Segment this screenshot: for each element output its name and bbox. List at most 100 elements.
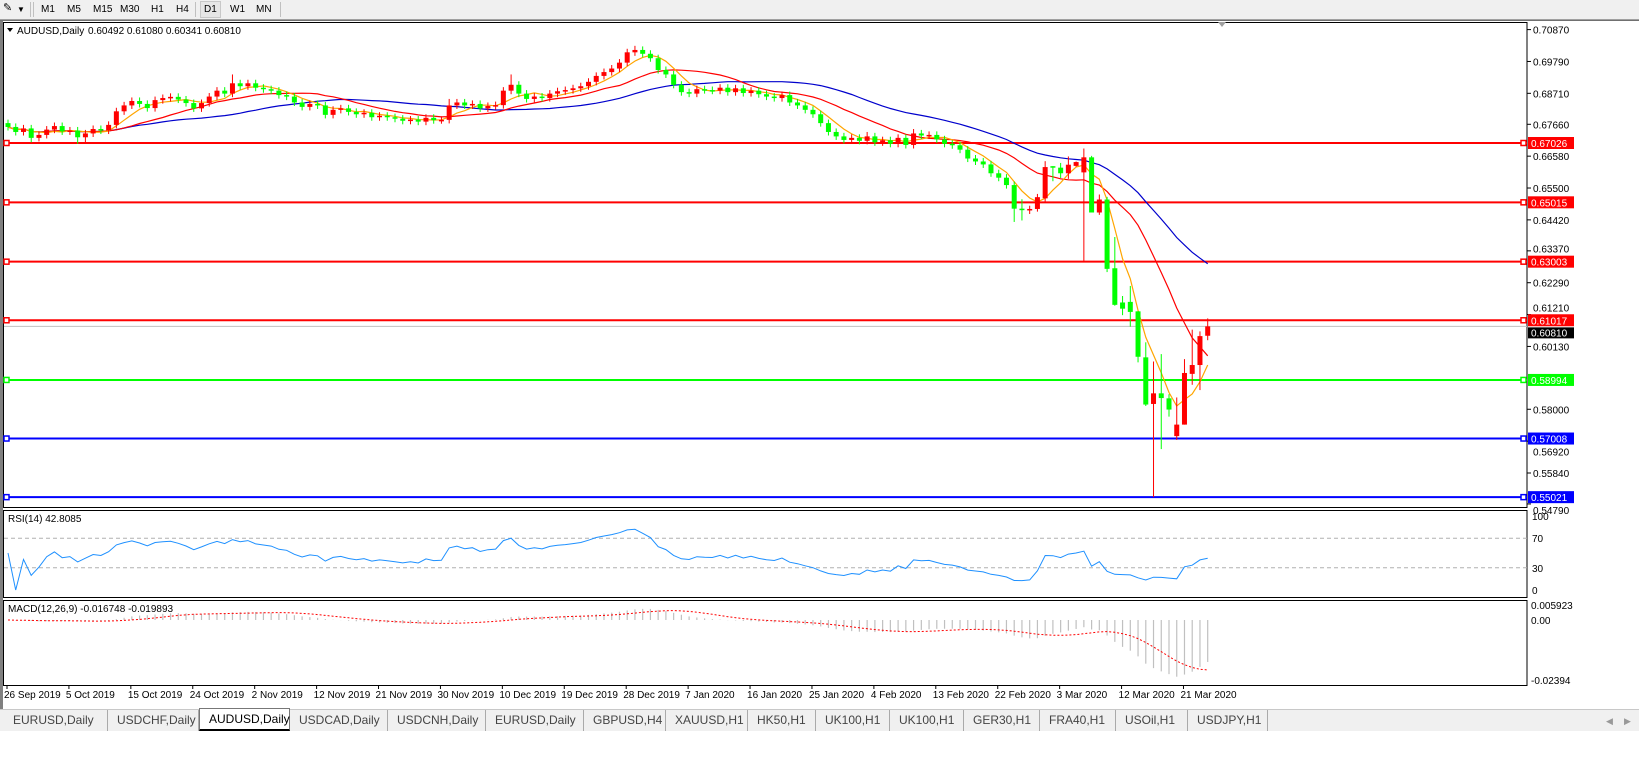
candle [67, 126, 73, 135]
candle [1081, 148, 1087, 261]
horizontal-line[interactable]: 0.61017 [3, 314, 1574, 327]
candle-body [431, 117, 437, 121]
current-price-label: 0.60810 [1531, 328, 1568, 339]
horizontal-line[interactable]: 0.65015 [3, 196, 1574, 209]
candle-body [477, 103, 483, 109]
candle [864, 131, 870, 145]
candle-body [493, 105, 499, 107]
drawing-tool-icon[interactable]: ✎ [3, 2, 13, 14]
candle-body [841, 136, 847, 140]
candle-body [524, 93, 530, 99]
candle [346, 104, 352, 116]
date-axis-label: 5 Oct 2019 [66, 690, 115, 701]
candle [330, 106, 336, 119]
price-tag [1528, 491, 1574, 504]
tab-usdcnh-daily[interactable]: USDCNH,Daily [388, 710, 486, 731]
candle [82, 129, 88, 144]
tab-eurusd-daily[interactable]: EURUSD,Daily [486, 710, 584, 731]
tab-uk100-h1[interactable]: UK100,H1 [890, 710, 964, 731]
candle-body [779, 95, 785, 99]
candle-body [1166, 398, 1172, 410]
candle-body [1174, 424, 1180, 437]
candle-body [1096, 199, 1102, 213]
timeframe-h4[interactable]: H4 [176, 4, 189, 15]
candle-body [361, 112, 367, 115]
tab-hk50-h1[interactable]: HK50,H1 [748, 710, 816, 731]
candle [284, 91, 290, 101]
tab-usdjpy-h1[interactable]: USDJPY,H1 [1188, 710, 1268, 731]
price-tag-label: 0.57008 [1531, 435, 1568, 446]
tab-ger30-h1[interactable]: GER30,H1 [964, 710, 1040, 731]
candle-body [1065, 164, 1071, 174]
candle-body [237, 83, 243, 87]
horizontal-line[interactable]: 0.67026 [3, 137, 1574, 150]
candle-body [740, 88, 746, 94]
chevron-down-icon[interactable]: ▼ [17, 5, 25, 14]
price-axis-label: 0.62290 [1533, 279, 1570, 290]
tab-gbpusd-h4[interactable]: GBPUSD,H4 [584, 710, 666, 731]
candle [20, 124, 26, 136]
rsi-axis-label: 100 [1532, 512, 1549, 523]
tab-xauusd-h1[interactable]: XAUUSD,H1 [666, 710, 748, 731]
tab-scroll-left-icon[interactable]: ◀ [1606, 716, 1613, 726]
price-axis-label: 0.64420 [1533, 216, 1570, 227]
candle-body [671, 74, 677, 85]
tab-usoil-h1[interactable]: USOil,H1 [1116, 710, 1188, 731]
rsi-pane-border [3, 510, 1528, 598]
candle [299, 98, 305, 111]
date-axis-label: 7 Jan 2020 [685, 690, 735, 701]
timeframe-m15[interactable]: M15 [93, 4, 113, 15]
candle [965, 146, 971, 163]
candle [268, 85, 274, 95]
candle-body [1205, 326, 1211, 336]
candle-body [462, 102, 468, 106]
candle-body [51, 126, 57, 130]
timeframe-m1[interactable]: M1 [41, 4, 55, 15]
candle [377, 112, 383, 121]
candle-body [678, 84, 684, 93]
candle [934, 131, 940, 143]
tab-usdcad-daily[interactable]: USDCAD,Daily [290, 710, 388, 731]
candle [98, 125, 104, 135]
price-axis-label: 0.60130 [1533, 342, 1570, 353]
candle [137, 97, 143, 108]
candle-body [191, 103, 197, 109]
timeframe-w1[interactable]: W1 [230, 4, 245, 15]
candle-body [392, 117, 398, 119]
candle [1073, 161, 1079, 167]
candle [51, 122, 57, 134]
horizontal-line[interactable]: 0.58994 [3, 373, 1574, 387]
tab-eurusd-daily[interactable]: EURUSD,Daily [4, 710, 108, 731]
timeframe-h1[interactable]: H1 [151, 4, 164, 15]
candle-body [291, 96, 297, 103]
tab-scroll-right-icon[interactable]: ▶ [1624, 716, 1631, 726]
candle [454, 98, 460, 109]
timeframe-m30[interactable]: M30 [120, 4, 140, 15]
chart-window[interactable]: 0.70870 0.69790 0.68710 0.67660 0.66580 0.655… [0, 0, 1639, 709]
candle-body [423, 117, 429, 122]
tab-uk100-h1[interactable]: UK100,H1 [816, 710, 890, 731]
timeframe-mn[interactable]: MN [256, 4, 272, 15]
price-axis-label: 0.69790 [1533, 57, 1570, 68]
candle [655, 54, 661, 74]
candle [771, 93, 777, 102]
date-axis-label: 10 Dec 2019 [499, 690, 556, 701]
candle [276, 87, 282, 99]
timeframe-d1[interactable]: D1 [200, 1, 221, 18]
line-anchor-handle [3, 317, 10, 324]
horizontal-line[interactable]: 0.55021 [3, 491, 1574, 504]
tab-usdchf-daily[interactable]: USDCHF,Daily [108, 710, 199, 731]
tab-audusd-daily[interactable]: AUDUSD,Daily [199, 708, 290, 731]
candle [493, 101, 499, 110]
candle [1127, 285, 1133, 327]
candle [1135, 311, 1141, 363]
horizontal-line[interactable]: 0.57008 [3, 432, 1574, 446]
horizontal-line[interactable]: 0.63003 [3, 255, 1574, 269]
tab-fra40-h1[interactable]: FRA40,H1 [1040, 710, 1116, 731]
candle [59, 122, 65, 135]
timeframe-m5[interactable]: M5 [67, 4, 81, 15]
candle-body [152, 100, 158, 109]
candle-body [794, 102, 800, 106]
price-tag [1528, 373, 1574, 386]
price-pane-border [3, 22, 1528, 508]
